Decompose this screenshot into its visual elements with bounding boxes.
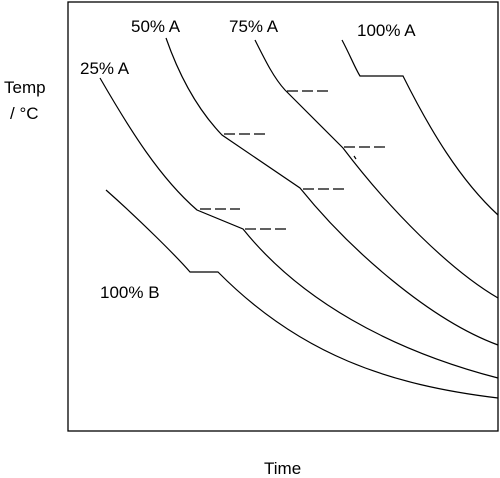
y-axis-label-line1: Temp [4,78,46,97]
y-axis-label-line2: / °C [10,104,39,123]
small-tick [353,155,357,160]
curve-line [99,77,499,379]
curve-line [254,39,499,299]
curve-100pct-b: 100% B [100,189,499,399]
curve-75pct-a: 75% A [229,17,499,299]
curve-25pct-a: 25% A [80,59,499,379]
curve-line [105,189,499,399]
curve-label: 75% A [229,17,279,36]
plot-frame [67,1,499,432]
curve-line [165,37,499,346]
curve-50pct-a: 50% A [131,17,499,346]
curve-label: 25% A [80,59,130,78]
curve-label: 50% A [131,17,181,36]
curve-line [341,39,499,216]
x-axis-label: Time [264,459,301,478]
curve-label: 100% B [100,283,160,302]
curve-label: 100% A [357,21,416,40]
curve-100pct-a: 100% A [341,21,499,216]
